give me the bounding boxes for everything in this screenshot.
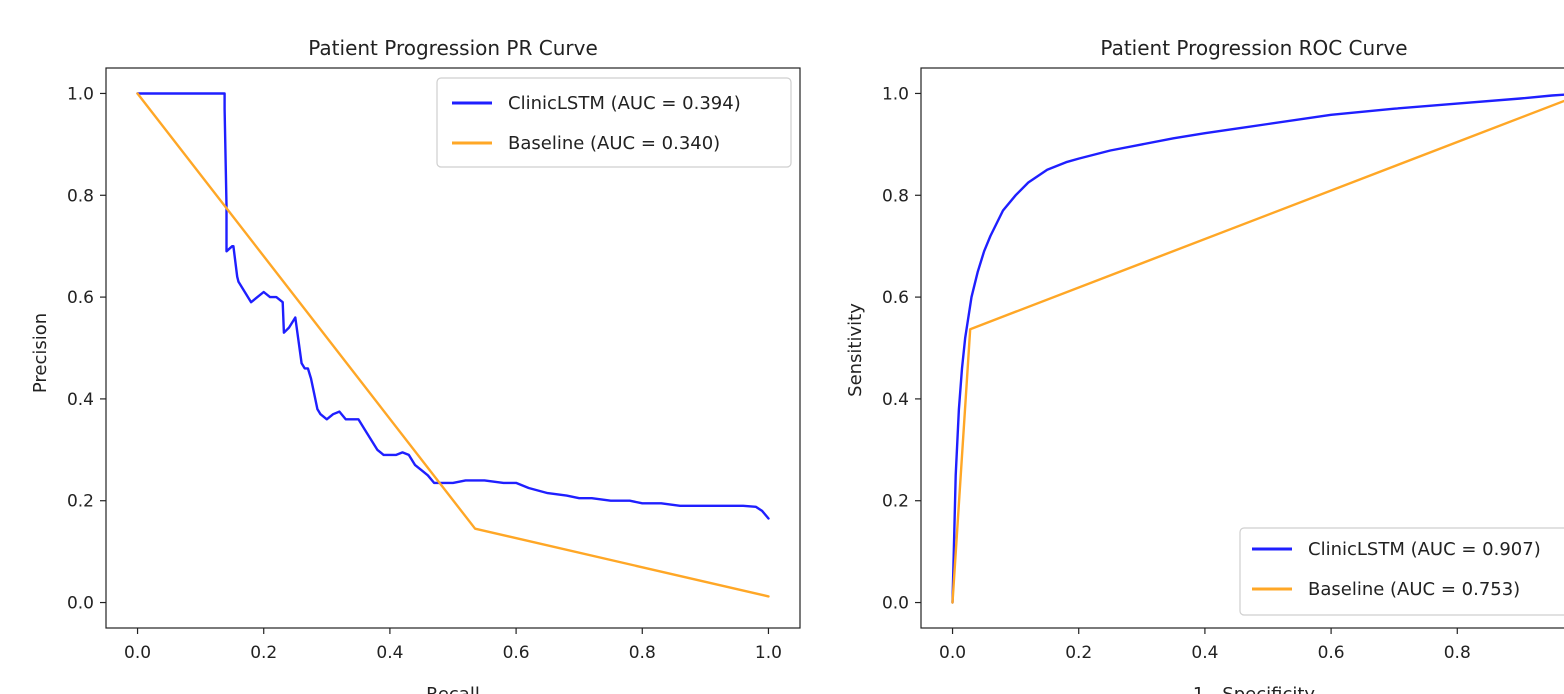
pr-x-tick-label: 0.2 bbox=[250, 643, 277, 663]
roc-y-axis-label: Sensitivity bbox=[845, 303, 866, 397]
roc-series-line-cliniclstm bbox=[951, 93, 1564, 604]
pr-x-tick-label: 0.0 bbox=[124, 643, 151, 663]
pr-y-ticks: 0.0 0.2 0.4 0.6 0.8 1.0 bbox=[67, 84, 106, 614]
roc-y-tick-label: 1.0 bbox=[882, 84, 909, 104]
roc-legend-label-baseline: Baseline (AUC = 0.753) bbox=[1308, 579, 1520, 600]
pr-y-tick-label: 0.2 bbox=[67, 492, 94, 512]
pr-x-tick-label: 0.8 bbox=[629, 643, 656, 663]
pr-series-group bbox=[136, 92, 770, 598]
roc-x-tick-label: 0.2 bbox=[1065, 643, 1092, 663]
roc-legend-label-cliniclstm: ClinicLSTM (AUC = 0.907) bbox=[1308, 539, 1541, 560]
pr-x-tick-label: 1.0 bbox=[755, 643, 782, 663]
pr-chart-title: Patient Progression PR Curve bbox=[308, 36, 598, 60]
pr-y-tick-label: 0.8 bbox=[67, 186, 94, 206]
roc-y-ticks: 0.0 0.2 0.4 0.6 0.8 1.0 bbox=[882, 84, 921, 614]
pr-legend-box bbox=[436, 77, 792, 168]
pr-chart: Patient Progression PR Curve Recall Prec… bbox=[30, 36, 801, 694]
pr-y-tick-label: 0.4 bbox=[67, 390, 94, 410]
roc-x-tick-label: 0.4 bbox=[1191, 643, 1218, 663]
roc-y-tick-label: 0.4 bbox=[882, 390, 909, 410]
roc-series-group bbox=[951, 93, 1564, 604]
roc-x-axis-label: 1 - Specificity bbox=[1193, 684, 1316, 694]
roc-legend-box bbox=[1239, 527, 1564, 616]
pr-legend-label-baseline: Baseline (AUC = 0.340) bbox=[508, 133, 720, 154]
roc-y-tick-label: 0.2 bbox=[882, 492, 909, 512]
pr-series-line-baseline bbox=[136, 92, 770, 598]
pr-plot-frame bbox=[105, 67, 801, 629]
roc-chart: Patient Progression ROC Curve 1 - Specif… bbox=[845, 36, 1564, 694]
roc-plot-frame bbox=[920, 67, 1564, 629]
roc-y-tick-label: 0.6 bbox=[882, 288, 909, 308]
roc-x-tick-label: 0.6 bbox=[1318, 643, 1345, 663]
roc-y-tick-label: 0.0 bbox=[882, 594, 909, 614]
pr-x-tick-label: 0.4 bbox=[376, 643, 403, 663]
pr-x-tick-label: 0.6 bbox=[503, 643, 530, 663]
pr-x-ticks: 0.0 0.2 0.4 0.6 0.8 1.0 bbox=[124, 628, 782, 663]
pr-x-axis-label: Recall bbox=[426, 684, 480, 694]
roc-series-line-baseline bbox=[951, 99, 1564, 604]
pr-y-tick-label: 0.6 bbox=[67, 288, 94, 308]
roc-y-tick-label: 0.8 bbox=[882, 186, 909, 206]
pr-series-line-cliniclstm bbox=[136, 92, 770, 520]
pr-y-tick-label: 0.0 bbox=[67, 594, 94, 614]
roc-x-tick-label: 0.0 bbox=[939, 643, 966, 663]
pr-legend-label-cliniclstm: ClinicLSTM (AUC = 0.394) bbox=[508, 93, 741, 114]
roc-chart-title: Patient Progression ROC Curve bbox=[1100, 36, 1407, 60]
roc-x-ticks: 0.00.20.40.60.81.0 bbox=[939, 628, 1471, 663]
pr-y-tick-label: 1.0 bbox=[67, 84, 94, 104]
roc-legend: ClinicLSTM (AUC = 0.907) Baseline (AUC =… bbox=[1239, 527, 1564, 616]
roc-x-tick-label: 0.8 bbox=[1444, 643, 1471, 663]
pr-y-axis-label: Precision bbox=[30, 313, 51, 393]
pr-legend: ClinicLSTM (AUC = 0.394) Baseline (AUC =… bbox=[436, 77, 792, 168]
